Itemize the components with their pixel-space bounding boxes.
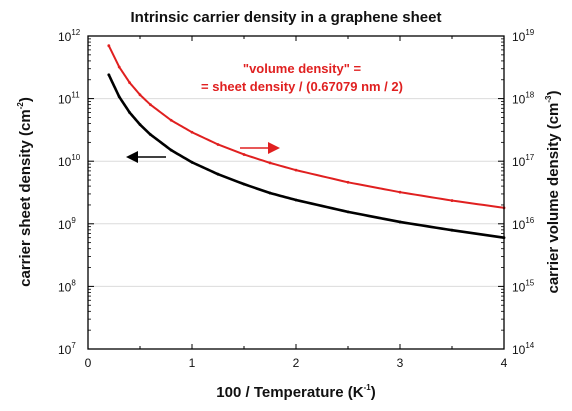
- right-y-tick-label: 1015: [512, 278, 535, 294]
- series-point-left: [149, 133, 152, 136]
- series-point-right: [190, 130, 194, 134]
- series-point-left: [398, 220, 402, 224]
- left-y-tick-label: 1010: [58, 153, 81, 169]
- series-point-right: [107, 44, 111, 48]
- series-point-right: [149, 103, 152, 107]
- series-point-right: [346, 180, 350, 184]
- y-right-axis-title: carrier volume density (cm-3): [544, 90, 562, 293]
- series-point-left: [128, 111, 132, 114]
- chart-title: Intrinsic carrier density in a graphene …: [131, 9, 442, 26]
- left-y-tick-label: 1012: [58, 28, 81, 44]
- series-point-right: [216, 143, 220, 146]
- series-point-right: [294, 168, 298, 172]
- left-y-tick-label: 108: [58, 278, 76, 294]
- series-point-left: [169, 148, 173, 152]
- x-tick-label: 3: [397, 356, 404, 370]
- right-y-tick-label: 1016: [512, 216, 535, 232]
- left-y-tick-label: 107: [58, 341, 76, 357]
- series-point-right: [138, 93, 142, 97]
- x-axis-title: 100 / Temperature (K-1): [216, 383, 375, 401]
- right-y-tick-label: 1018: [512, 91, 535, 107]
- x-ticks: 0 1 2 3 4: [85, 36, 508, 370]
- series-line-left: [107, 74, 505, 239]
- annotation-line-1: "volume density" =: [243, 61, 362, 76]
- series-point-right: [268, 161, 272, 165]
- right-y-tick-label: 1014: [512, 341, 535, 357]
- series-point-right: [169, 118, 173, 122]
- x-tick-label: 0: [85, 356, 92, 370]
- series-point-left: [346, 210, 350, 214]
- series-point-left: [450, 228, 454, 232]
- grid: [88, 98, 504, 287]
- series-point-left: [107, 73, 111, 77]
- series-point-right: [128, 81, 132, 85]
- y-left-ticks: 107 108 109 1010 1011 1012: [58, 28, 94, 357]
- series-point-left: [138, 123, 142, 126]
- series-point-left: [242, 182, 246, 186]
- series-point-right: [450, 199, 454, 202]
- series-point-left: [190, 160, 194, 164]
- series-point-right: [117, 65, 121, 69]
- annotation-line-2: = sheet density / (0.67079 nm / 2): [201, 79, 403, 94]
- series-point-left: [268, 191, 272, 195]
- series-point-left: [117, 95, 121, 99]
- x-tick-label: 1: [189, 356, 196, 370]
- left-y-tick-label: 1011: [58, 91, 80, 107]
- x-tick-label: 4: [501, 356, 508, 370]
- right-y-tick-label: 1017: [512, 153, 535, 169]
- y-left-axis-title: carrier sheet density (cm-2): [16, 97, 34, 287]
- series-point-left: [294, 198, 298, 202]
- series-point-left: [216, 172, 220, 176]
- y-right-ticks: 1014 1015 1016 1017 1018 1019: [498, 28, 535, 357]
- plot-lines: [107, 44, 506, 240]
- left-y-tick-label: 109: [58, 216, 76, 232]
- x-tick-label: 2: [293, 356, 300, 370]
- series-point-right: [398, 190, 402, 194]
- series-point-right: [242, 153, 246, 156]
- right-y-tick-label: 1019: [512, 28, 535, 44]
